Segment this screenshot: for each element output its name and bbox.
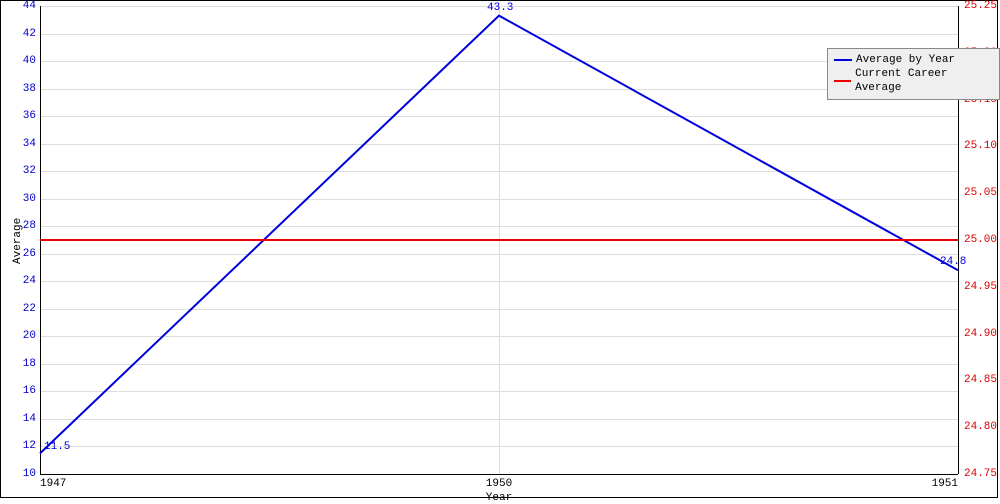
x-tick-label: 1950 [486,478,512,490]
right-tick-label: 25.10 [964,140,997,152]
point-label: 24.8 [940,256,966,268]
left-tick-label: 18 [23,358,36,370]
point-label: 11.5 [44,441,70,453]
x-tick-label: 1951 [932,478,958,490]
left-tick-label: 24 [23,275,36,287]
left-tick-label: 44 [23,0,36,12]
y-axis-title: Average [12,218,24,264]
left-tick-label: 22 [23,303,36,315]
right-tick-label: 24.80 [964,421,997,433]
right-tick-label: 25.25 [964,0,997,12]
left-tick-label: 10 [23,468,36,480]
left-tick-label: 38 [23,83,36,95]
legend-swatch [834,59,852,61]
point-label: 43.3 [487,2,513,14]
legend-item: Average by Year [834,53,993,67]
chart-container: 10 12 14 16 18 20 22 24 26 28 30 32 34 36 38 40 42 44 24.7… [0,0,1000,500]
right-tick-label: 24.95 [964,281,997,293]
left-tick-label: 40 [23,55,36,67]
x-tick-label: 1947 [40,478,66,490]
right-tick-label: 25.05 [964,187,997,199]
right-tick-label: 24.90 [964,328,997,340]
left-tick-label: 20 [23,330,36,342]
left-tick-label: 32 [23,165,36,177]
left-tick-label: 34 [23,138,36,150]
legend-item: Current Career Average [834,67,993,95]
left-tick-label: 36 [23,110,36,122]
series-line [40,16,958,454]
legend-label: Current Career Average [855,67,993,95]
left-tick-label: 28 [23,220,36,232]
legend: Average by YearCurrent Career Average [827,48,1000,100]
x-axis-title: Year [486,492,512,504]
left-tick-label: 30 [23,193,36,205]
left-tick-label: 12 [23,440,36,452]
left-tick-label: 26 [23,248,36,260]
left-tick-label: 16 [23,385,36,397]
right-tick-label: 25.00 [964,234,997,246]
legend-swatch [834,80,851,82]
right-tick-label: 24.75 [964,468,997,480]
legend-label: Average by Year [856,53,955,67]
left-tick-label: 14 [23,413,36,425]
left-tick-label: 42 [23,28,36,40]
right-tick-label: 24.85 [964,374,997,386]
